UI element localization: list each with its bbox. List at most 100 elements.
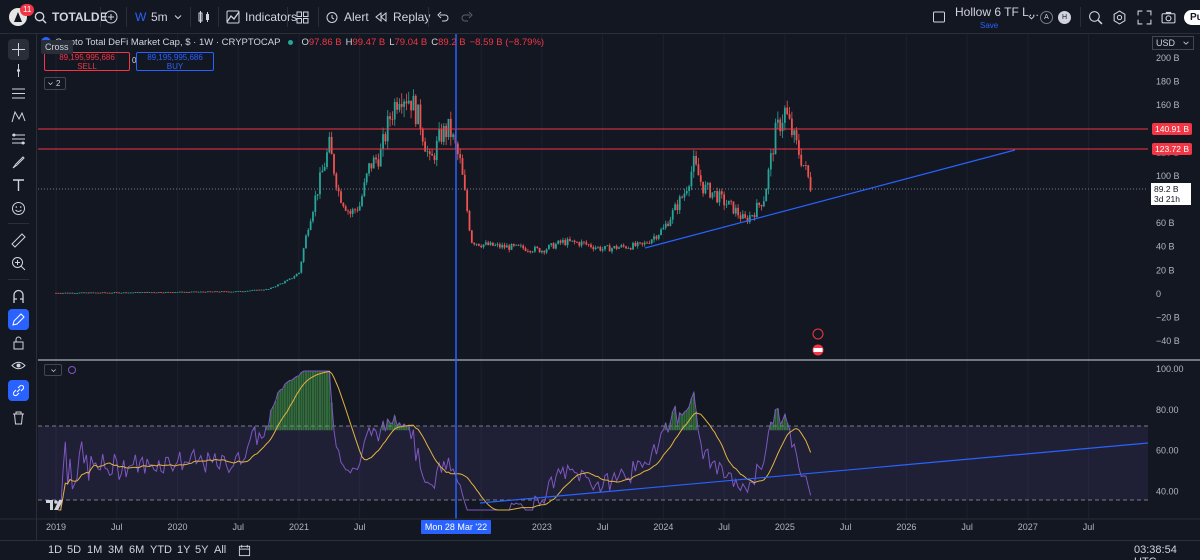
candle-body — [758, 202, 761, 205]
candle-body — [284, 281, 286, 284]
candle-body — [66, 292, 69, 294]
interval-dropdown[interactable]: 5m — [151, 0, 183, 34]
emoji-tool[interactable] — [8, 198, 29, 219]
settings-button[interactable] — [1112, 0, 1127, 34]
utc-clock[interactable]: 03:38:54 UTC — [1134, 544, 1177, 560]
current-price-value: 89.2 B — [1154, 184, 1179, 194]
indicators-icon — [226, 10, 240, 24]
layout-name[interactable]: Hollow 6 TF L... — [955, 5, 1039, 19]
time-axis-label: Jul — [597, 522, 609, 532]
search-icon — [34, 11, 47, 24]
rsi-ma-line — [58, 370, 812, 511]
rsi-indicator-icon[interactable] — [68, 366, 76, 374]
compare-button[interactable] — [104, 0, 118, 34]
sync-drawings-tool[interactable] — [8, 380, 29, 401]
undo-button[interactable] — [436, 0, 450, 34]
candle-body — [615, 245, 618, 249]
snapshot-button[interactable] — [1161, 0, 1176, 34]
range-button-1d[interactable]: 1D — [48, 544, 63, 556]
rsi-pane-collapse[interactable] — [44, 364, 62, 376]
sell-button[interactable]: 89,195,995,686 SELL — [44, 52, 130, 71]
interval-weekly[interactable]: W — [135, 10, 147, 24]
alert-button[interactable]: Alert — [325, 0, 369, 34]
stay-drawing-tool[interactable] — [8, 309, 29, 330]
quick-search-button[interactable] — [1088, 0, 1103, 34]
candle-body — [657, 234, 660, 239]
text-tool[interactable] — [8, 175, 29, 196]
time-axis-label: Jul — [1083, 522, 1095, 532]
rsi-scale[interactable]: 100.00 80.00 60.00 40.00 — [1156, 364, 1184, 497]
candle-body — [405, 101, 408, 104]
trend-line-price[interactable] — [644, 149, 1016, 249]
range-button-ytd[interactable]: YTD — [150, 544, 172, 556]
candle-body — [274, 286, 277, 288]
redo-button[interactable] — [460, 0, 474, 34]
text-icon — [13, 179, 24, 191]
candle-body — [788, 114, 791, 119]
indicators-button[interactable]: Indicators — [226, 0, 297, 34]
time-axis[interactable]: 2019 Jul 2020 Jul 2021 Jul Jul 2023 Jul 2024 Jul 20… — [46, 522, 1094, 532]
layout-icon — [933, 11, 945, 23]
rsi-band — [38, 426, 1148, 500]
lock-tool[interactable] — [8, 332, 29, 353]
range-button-1y[interactable]: 1Y — [177, 544, 191, 556]
buy-label: BUY — [166, 61, 184, 71]
range-button-6m[interactable]: 6M — [129, 544, 145, 556]
measure-tool[interactable] — [8, 230, 29, 251]
candle-body — [466, 190, 469, 212]
trash-icon — [13, 411, 24, 425]
brush-tool[interactable] — [8, 152, 29, 173]
candle-body — [132, 292, 134, 294]
layouts-button[interactable] — [296, 0, 309, 34]
candle-body — [225, 291, 228, 293]
zoom-in-icon — [12, 257, 26, 271]
chart-type-button[interactable] — [197, 0, 211, 34]
button-h[interactable]: H — [1058, 0, 1071, 34]
zoom-tool[interactable] — [8, 253, 29, 274]
currency-select[interactable]: USD — [1152, 36, 1194, 50]
legend-close-label: C — [431, 36, 439, 48]
candle-body — [139, 292, 142, 294]
trend-line-tool[interactable] — [8, 60, 29, 81]
zoom-search-icon — [1089, 10, 1103, 24]
lines-icon — [12, 88, 25, 99]
crosshair-icon — [12, 43, 25, 56]
layout-chevron[interactable] — [1027, 0, 1036, 34]
layout-menu[interactable] — [932, 0, 946, 34]
candle-body — [108, 292, 111, 294]
range-button-5y[interactable]: 5Y — [195, 544, 209, 556]
buy-button[interactable]: 89,195,995,686 BUY — [136, 52, 214, 71]
candle-body — [256, 289, 258, 291]
candle-body — [681, 196, 683, 198]
range-button-all[interactable]: All — [214, 544, 227, 556]
layout-save-status[interactable]: Save — [980, 20, 999, 30]
range-button-1m[interactable]: 1M — [87, 544, 103, 556]
event-icon[interactable] — [812, 328, 824, 340]
candle-body — [498, 244, 501, 248]
crosshair-time-box — [421, 520, 491, 534]
magnet-tool[interactable] — [8, 286, 29, 307]
legend-title[interactable]: Crypto Total DeFi Market Cap, $ · 1W · C… — [55, 36, 281, 48]
remove-tool[interactable] — [8, 407, 29, 428]
goto-date-button[interactable] — [238, 544, 251, 560]
fib-tool[interactable] — [8, 129, 29, 150]
crosshair-tool[interactable] — [8, 39, 29, 60]
trend-line-rsi[interactable] — [479, 442, 1149, 504]
symbol-search[interactable]: TOTALDE — [34, 0, 108, 34]
fullscreen-button[interactable] — [1137, 0, 1152, 34]
hide-drawings-tool[interactable] — [8, 355, 29, 376]
range-button-5d[interactable]: 5D — [67, 544, 82, 556]
candle-body — [188, 292, 191, 293]
replay-button[interactable]: Replay — [374, 0, 430, 34]
rsi-scale-label: 60.00 — [1156, 446, 1179, 456]
candle-body — [403, 101, 405, 107]
candle-body — [795, 130, 798, 141]
button-a[interactable]: A — [1040, 0, 1053, 34]
channel-tool[interactable] — [8, 83, 29, 104]
indicators-collapse-toggle[interactable]: 2 — [44, 77, 66, 90]
candle-body — [643, 242, 646, 245]
pattern-tool[interactable] — [8, 106, 29, 127]
range-button-3m[interactable]: 3M — [108, 544, 124, 556]
publish-button[interactable]: Pu — [1184, 0, 1200, 34]
